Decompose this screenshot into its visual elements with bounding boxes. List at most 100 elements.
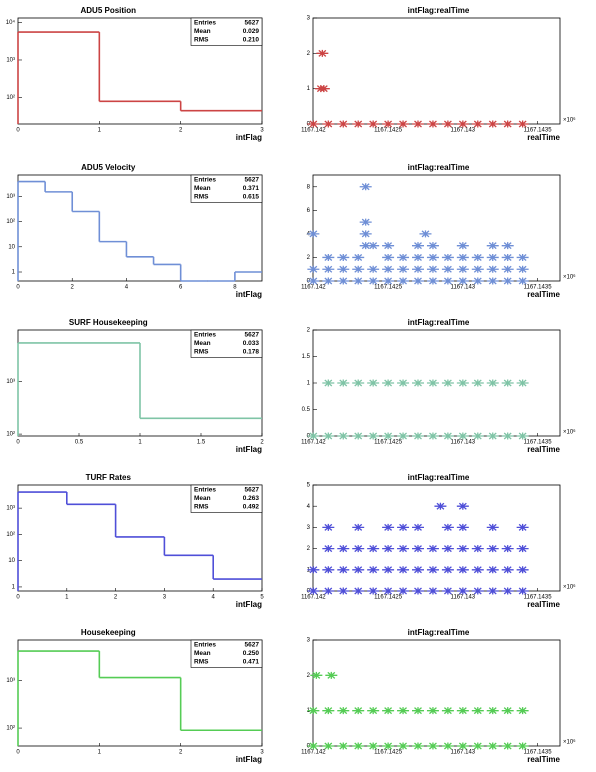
scatter-point — [322, 265, 335, 273]
scatter-point — [352, 265, 365, 273]
scatter-point — [501, 242, 514, 250]
stats-value: 5627 — [245, 20, 260, 27]
x-axis-label: realTime — [527, 755, 560, 764]
x-tick-label: 0 — [16, 128, 20, 134]
scatter-point — [501, 742, 514, 750]
scatter-point — [516, 265, 529, 273]
scatter-point — [471, 277, 484, 285]
y-tick-label: 1 — [12, 270, 16, 276]
scatter-point — [352, 253, 365, 261]
scatter-point — [516, 120, 529, 128]
scatter-point — [426, 242, 439, 250]
stats-value: 0.029 — [243, 28, 260, 35]
chart-title: ADU5 Velocity — [81, 163, 136, 172]
scatter-point — [412, 242, 425, 250]
scatter-point — [367, 242, 380, 250]
y-tick-label: 10³ — [6, 194, 15, 200]
scatter-point — [456, 566, 469, 574]
y-tick-label: 8 — [307, 184, 311, 190]
x-axis-exponent: ×10⁶ — [563, 739, 576, 746]
scatter-point — [359, 242, 372, 250]
scatter-point — [316, 49, 329, 57]
y-tick-label: 3 — [307, 525, 311, 531]
scatter-point — [382, 523, 395, 531]
scatter-point — [501, 566, 514, 574]
scatter-point — [367, 566, 380, 574]
scatter-point — [441, 707, 454, 715]
x-axis-exponent: ×10⁶ — [563, 117, 576, 124]
scatter-point — [486, 742, 499, 750]
scatter-point — [397, 265, 410, 273]
x-tick-label: 1167.1435 — [524, 285, 553, 291]
x-axis-label: intFlag — [236, 600, 262, 609]
chart-title: TURF Rates — [86, 473, 132, 482]
scatter-point — [412, 120, 425, 128]
x-tick-label: 4 — [212, 595, 216, 601]
scatter-point — [359, 230, 372, 238]
y-tick-label: 10³ — [6, 678, 15, 684]
scatter-point — [516, 432, 529, 440]
scatter-point — [486, 265, 499, 273]
scatter-point — [426, 742, 439, 750]
y-tick-label: 10 — [8, 558, 15, 564]
scatter-point — [456, 242, 469, 250]
scatter-point — [382, 566, 395, 574]
scatter-point — [367, 120, 380, 128]
scatter-point — [382, 253, 395, 261]
plot-frame — [312, 639, 561, 747]
scatter-point — [337, 432, 350, 440]
y-tick-label: 2 — [307, 255, 311, 261]
x-tick-label: 0 — [16, 285, 20, 291]
scatter-point — [307, 277, 320, 285]
scatter-point — [352, 742, 365, 750]
x-tick-label: 4 — [125, 285, 129, 291]
scatter-point — [397, 742, 410, 750]
scatter-point — [322, 566, 335, 574]
scatter-point — [486, 120, 499, 128]
scatter-point — [397, 566, 410, 574]
scatter-point — [516, 253, 529, 261]
y-tick-label: 6 — [307, 208, 311, 214]
scatter-point — [367, 742, 380, 750]
y-tick-label: 10⁴ — [6, 19, 16, 26]
scatter-point — [441, 253, 454, 261]
scatter-point — [456, 379, 469, 387]
x-tick-label: 3 — [163, 595, 167, 601]
scatter-point — [337, 545, 350, 553]
x-axis-label: intFlag — [236, 133, 262, 142]
x-tick-label: 1167.142 — [301, 440, 326, 446]
x-axis-exponent: ×10⁶ — [563, 274, 576, 281]
stats-box — [190, 17, 263, 46]
scatter-point — [397, 120, 410, 128]
scatter-point — [456, 502, 469, 510]
x-axis-label: intFlag — [236, 290, 262, 299]
scatter-point — [441, 277, 454, 285]
plot-frame — [312, 17, 561, 125]
x-tick-label: 1167.1435 — [524, 595, 553, 601]
y-tick-label: 10² — [6, 95, 15, 101]
scatter-point — [322, 379, 335, 387]
scatter-point — [486, 253, 499, 261]
scatter-point — [322, 742, 335, 750]
y-tick-label: 0.5 — [302, 407, 311, 413]
x-tick-label: 1167.1435 — [524, 750, 553, 756]
scatter-point — [412, 253, 425, 261]
scatter-point — [426, 432, 439, 440]
stats-label: Entries — [194, 20, 216, 27]
scatter-point — [337, 253, 350, 261]
x-tick-label: 1167.143 — [451, 285, 476, 291]
scatter-point — [322, 277, 335, 285]
scatter-point — [434, 502, 447, 510]
x-tick-label: 1 — [98, 128, 102, 134]
scatter-point — [486, 566, 499, 574]
x-tick-label: 1167.143 — [451, 595, 476, 601]
x-tick-label: 1167.143 — [451, 440, 476, 446]
y-tick-label: 10² — [6, 532, 15, 538]
scatter-point — [441, 265, 454, 273]
scatter-point — [382, 707, 395, 715]
scatter-point — [412, 742, 425, 750]
scatter-point — [307, 120, 320, 128]
x-tick-label: 1167.1435 — [524, 440, 553, 446]
